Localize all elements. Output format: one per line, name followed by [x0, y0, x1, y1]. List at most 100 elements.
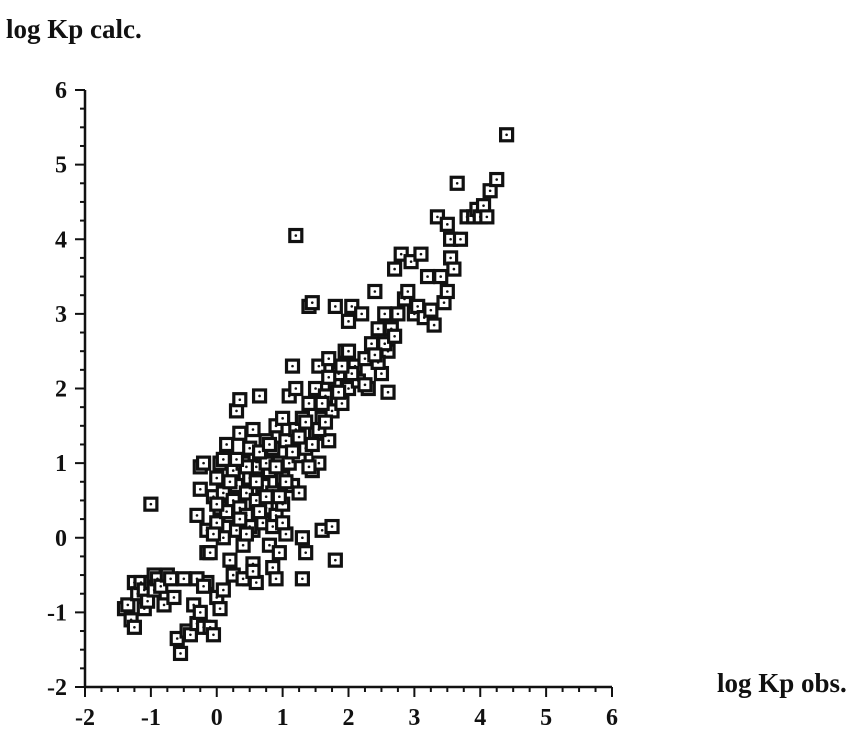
data-point [143, 496, 159, 512]
data-point [334, 358, 350, 374]
data-point [327, 552, 343, 568]
data-point [357, 377, 373, 393]
tick-labels: -2 -1 0 1 2 3 4 5 6 -2 -1 0 1 2 3 4 5 6 [47, 78, 618, 731]
data-point [439, 216, 455, 232]
data-point [172, 645, 189, 662]
data-point [251, 388, 268, 404]
data-point [423, 302, 439, 318]
data-point [298, 414, 314, 430]
data-point [301, 459, 317, 475]
data-point [192, 481, 208, 497]
data-point [419, 268, 436, 285]
data-point [215, 451, 231, 467]
data-point [176, 571, 192, 587]
x-tick-label: 1 [277, 705, 289, 731]
data-point [163, 571, 179, 587]
data-point [367, 283, 383, 300]
data-point [245, 563, 261, 579]
y-tick-label: -2 [47, 675, 67, 701]
data-point [367, 347, 383, 363]
data-point [452, 231, 469, 247]
data-point [268, 571, 284, 587]
data-point [387, 328, 403, 344]
data-point [284, 358, 301, 374]
data-point [449, 175, 465, 191]
data-point [377, 306, 393, 322]
data-point [189, 507, 205, 523]
data-point [327, 298, 343, 315]
x-tick-label: 0 [211, 705, 223, 731]
data-point [304, 436, 320, 453]
y-tick-label: 2 [55, 377, 67, 403]
data-point [433, 268, 449, 285]
data-point [400, 283, 416, 300]
y-axis-label: log Kp calc. [6, 14, 142, 44]
data-point [340, 343, 357, 359]
data-point [387, 261, 403, 277]
data-point [314, 395, 330, 412]
data-point [426, 317, 442, 333]
y-tick-label: 3 [55, 302, 67, 328]
data-point [278, 474, 294, 490]
x-tick-label: 3 [408, 705, 420, 731]
data-point [275, 410, 291, 426]
x-tick-label: -1 [141, 705, 161, 731]
data-point [390, 306, 406, 322]
data-point [370, 321, 386, 337]
data-point [195, 455, 212, 471]
data-point [219, 436, 235, 453]
data-point [258, 489, 274, 505]
data-point [205, 526, 222, 542]
data-point [202, 545, 218, 561]
x-tick-label: 4 [474, 705, 486, 731]
x-tick-label: 2 [343, 705, 355, 731]
y-tick-label: 4 [55, 227, 67, 253]
data-point [298, 545, 314, 561]
data-points [116, 127, 515, 662]
data-point [479, 209, 495, 225]
data-point [317, 414, 334, 430]
data-point [304, 295, 320, 311]
data-point [340, 313, 357, 329]
data-point [288, 380, 304, 397]
data-point [268, 459, 284, 475]
y-tick-label: 1 [55, 451, 67, 477]
data-point [209, 496, 225, 512]
x-tick-label: -2 [75, 705, 95, 731]
axes [75, 89, 613, 697]
data-point [271, 545, 287, 561]
data-point [324, 518, 340, 535]
x-axis-label: log Kp obs. [717, 668, 847, 698]
data-point [294, 530, 310, 546]
data-point [288, 227, 304, 244]
data-point [245, 421, 261, 438]
data-point [499, 127, 515, 143]
data-point [126, 619, 143, 635]
data-point [232, 392, 248, 408]
data-point [321, 351, 337, 367]
data-point [489, 171, 505, 188]
data-point [439, 283, 455, 300]
data-point [232, 425, 248, 441]
data-point [209, 470, 225, 486]
data-point [275, 515, 291, 531]
data-point [284, 444, 301, 460]
y-tick-label: 6 [55, 78, 67, 104]
data-point [251, 504, 268, 520]
data-point [321, 369, 337, 385]
data-point [354, 306, 370, 322]
x-tick-label: 5 [540, 705, 552, 731]
data-point [380, 384, 396, 400]
data-point [215, 582, 231, 598]
data-point [192, 604, 208, 620]
data-point [212, 601, 228, 617]
data-point [261, 436, 278, 453]
data-point [301, 395, 317, 412]
data-point [446, 261, 462, 277]
data-point [291, 429, 307, 445]
data-point [294, 571, 310, 587]
x-tick-label: 6 [606, 705, 618, 731]
data-point [205, 627, 222, 643]
data-point [321, 433, 337, 449]
